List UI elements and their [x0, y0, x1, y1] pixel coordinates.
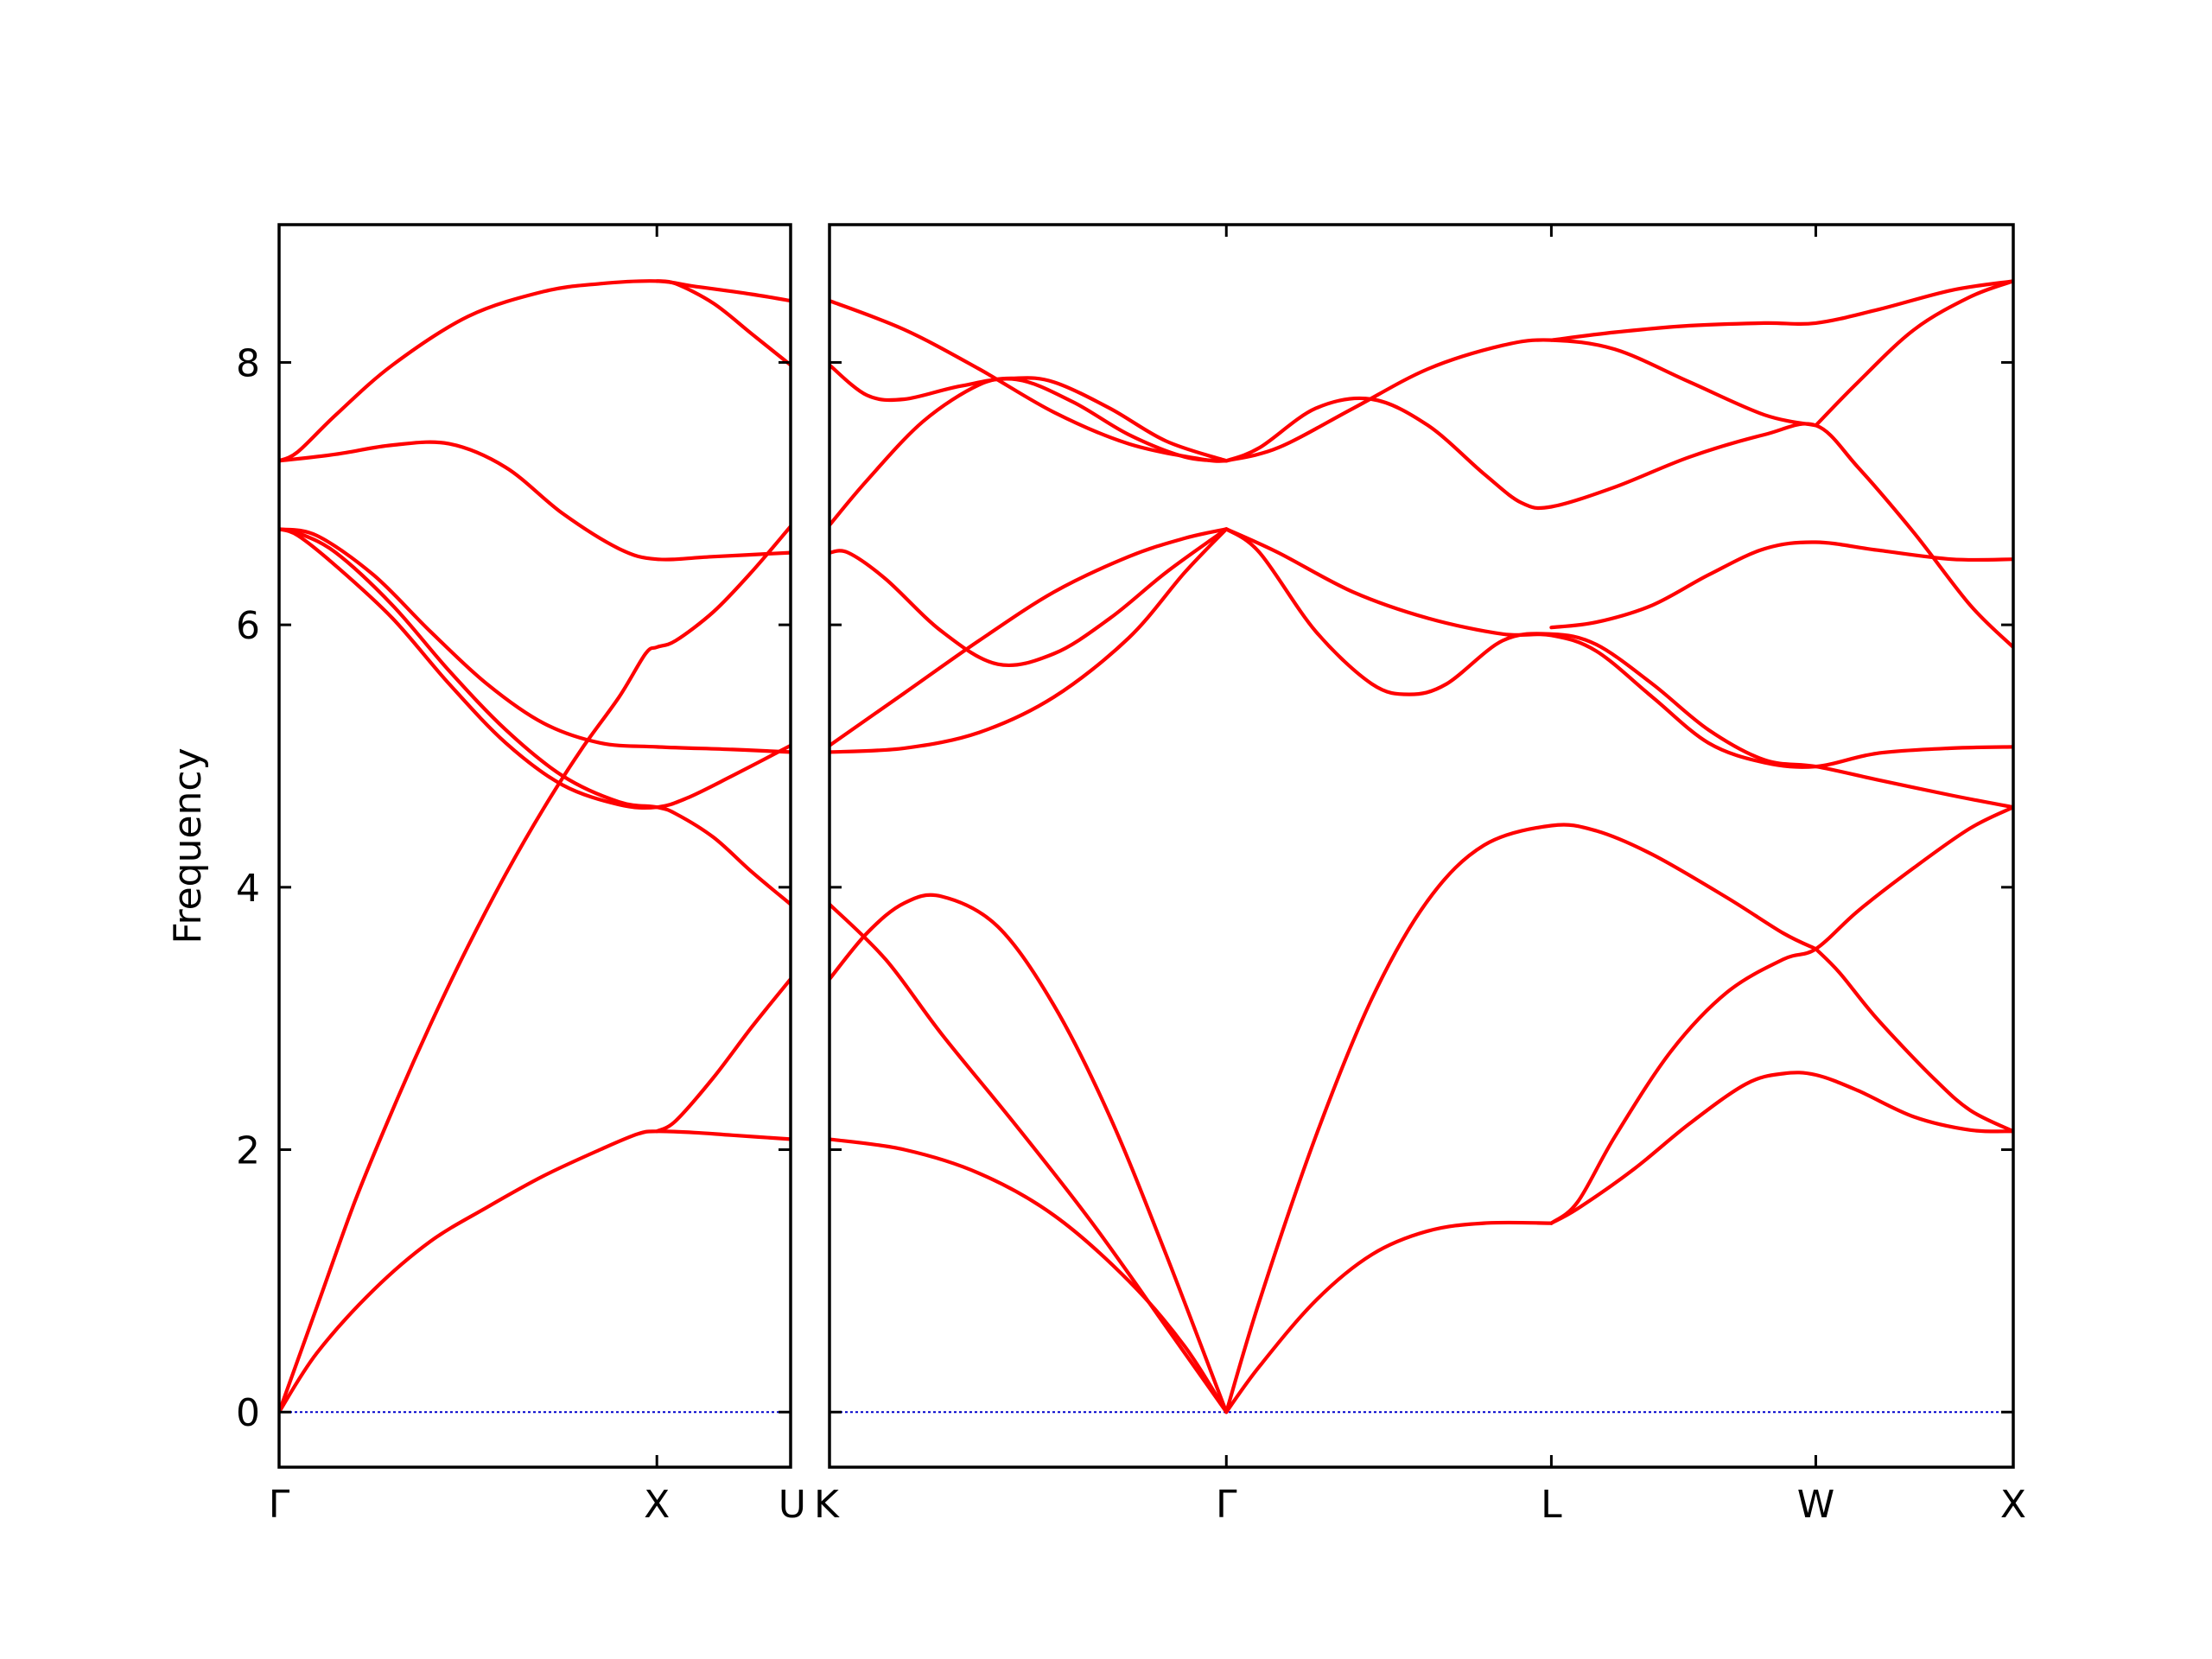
x-tick-label: U [779, 1483, 806, 1527]
band-0-7 [279, 279, 791, 463]
y-tick-label: 2 [236, 1129, 260, 1173]
band-1-8 [830, 527, 1229, 754]
panel-frame [828, 223, 2015, 1469]
band-1-13 [1549, 540, 2013, 630]
y-tick-label: 0 [236, 1391, 260, 1435]
band-0-6 [279, 440, 791, 562]
panel-frame [277, 223, 792, 1469]
band-1-10 [830, 527, 1229, 668]
y-tick-label: 8 [236, 341, 260, 385]
band-1-0 [830, 1137, 1229, 1414]
x-tick-label: Γ [269, 1483, 290, 1527]
band-0-5 [279, 527, 791, 754]
band-1-20 [1814, 279, 2013, 428]
band-0-0 [279, 1129, 791, 1414]
band-1-12 [1224, 527, 2013, 769]
band-1-1 [830, 902, 1229, 1414]
band-1-18 [1224, 338, 1818, 463]
band-1-3 [1224, 1220, 1554, 1414]
band-1-19 [1549, 279, 2013, 342]
band-1-15 [830, 363, 1229, 463]
band-0-3 [655, 977, 791, 1134]
band-1-4 [1224, 823, 1818, 1414]
y-axis-label: Frequency [166, 747, 210, 944]
band-1-17 [1224, 396, 2013, 650]
x-tick-label: K [814, 1483, 840, 1527]
band-1-6 [1549, 805, 2013, 1225]
x-tick-label: X [644, 1483, 670, 1527]
band-1-5 [1549, 1071, 2013, 1225]
x-tick-label: Γ [1216, 1483, 1237, 1527]
y-tick-label: 6 [236, 604, 260, 648]
band-1-7 [1814, 947, 2013, 1134]
band-1-16 [830, 299, 1229, 463]
band-0-2 [279, 527, 791, 906]
band-0-8 [655, 279, 791, 367]
band-1-2 [830, 893, 1229, 1414]
band-0-1 [279, 524, 791, 1414]
y-tick-label: 4 [236, 867, 260, 911]
band-1-11 [1224, 527, 2013, 810]
band-1-9 [830, 527, 1229, 747]
band-0-4 [279, 527, 791, 810]
x-tick-label: L [1541, 1483, 1562, 1527]
x-tick-label: X [2000, 1483, 2026, 1527]
x-tick-label: W [1797, 1483, 1835, 1527]
panel-left: 0 2 4 6 8 Γ X U [236, 223, 806, 1527]
